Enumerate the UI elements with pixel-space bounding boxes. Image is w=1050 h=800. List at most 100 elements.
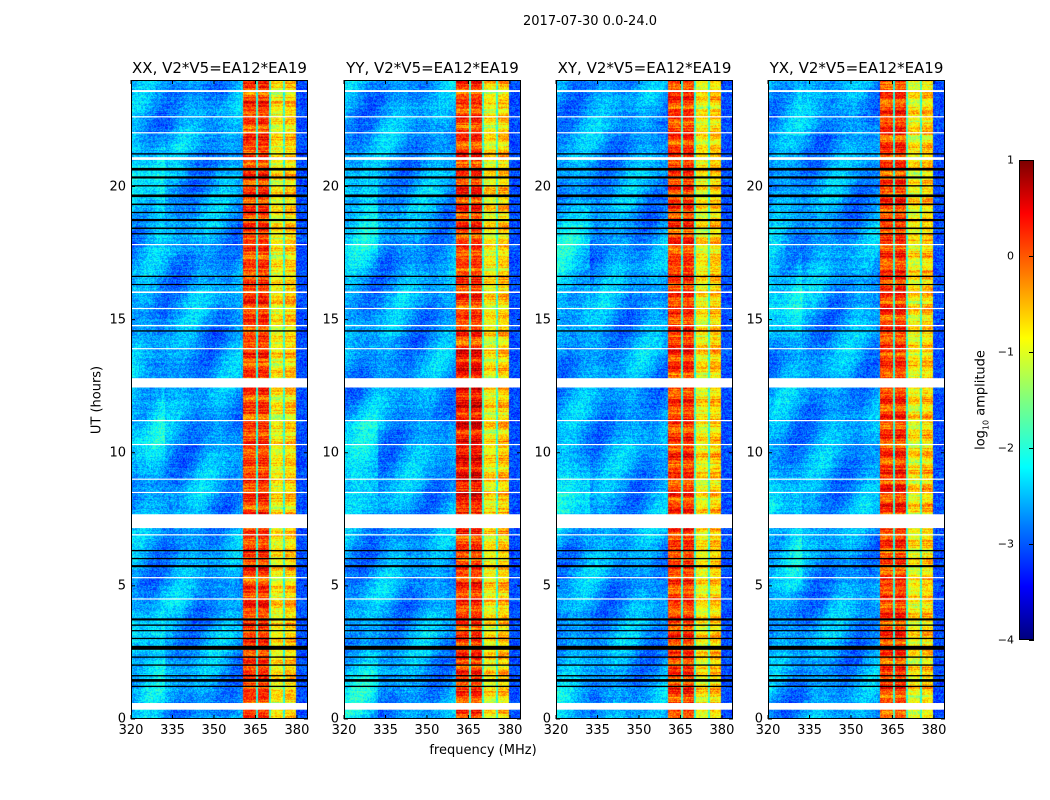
x-tick-label: 350 — [838, 723, 864, 738]
y-tick-label: 15 — [746, 312, 763, 328]
flagged-row-white — [344, 514, 521, 529]
colorbar-tick-label: 1 — [1007, 153, 1014, 167]
flagged-row-black — [556, 664, 733, 666]
flagged-row-white — [131, 598, 308, 600]
flagged-row-black — [131, 275, 308, 278]
y-tick-label: 0 — [117, 711, 126, 727]
heatmap-panel — [130, 80, 308, 720]
flagged-row-white — [131, 132, 308, 134]
flagged-row-black — [768, 194, 945, 198]
flagged-row-black — [768, 218, 945, 222]
heatmap-panel — [767, 80, 945, 720]
colorbar-tick — [1029, 448, 1034, 449]
x-tick-label: 335 — [373, 723, 398, 738]
flagged-row-white — [556, 598, 733, 600]
colorbar-tick — [1029, 256, 1034, 257]
panel-axes — [130, 80, 308, 720]
heatmap-panel — [555, 80, 733, 720]
flagged-row-black — [344, 153, 521, 155]
y-tick-label: 10 — [109, 445, 126, 461]
flagged-row-black — [131, 233, 308, 235]
flagged-row-black — [131, 185, 308, 187]
flagged-row-white — [556, 420, 733, 422]
flagged-row-white — [768, 703, 945, 710]
flagged-row-black — [131, 679, 308, 682]
flagged-row-black — [344, 565, 521, 568]
x-tick-label: 350 — [626, 723, 652, 738]
flagged-row-white — [768, 244, 945, 246]
flagged-row-white — [768, 420, 945, 422]
flagged-row-white — [556, 703, 733, 710]
y-tick-label: 10 — [746, 445, 763, 461]
y-tick-label: 5 — [330, 578, 339, 594]
flagged-row-white — [344, 132, 521, 134]
flagged-row-black — [344, 645, 521, 650]
flagged-row-white — [344, 598, 521, 600]
flagged-row-black — [768, 283, 945, 286]
flagged-row-white — [556, 324, 733, 327]
flagged-row-white — [344, 420, 521, 422]
y-tick-label: 20 — [322, 179, 339, 194]
flagged-row-white — [344, 443, 521, 446]
x-tick-label: 335 — [797, 723, 822, 738]
flagged-row-white — [768, 324, 945, 327]
flagged-row-black — [556, 233, 733, 235]
flagged-row-black — [131, 685, 308, 688]
flagged-row-black — [768, 664, 945, 666]
colorbar-tick — [1029, 640, 1034, 641]
panel-axes — [343, 80, 521, 720]
flagged-row-black — [344, 330, 521, 332]
flagged-row-black — [768, 645, 945, 650]
flagged-row-black — [768, 675, 945, 677]
flagged-row-black — [768, 153, 945, 155]
flagged-row-black — [131, 664, 308, 666]
flagged-row-white — [344, 291, 521, 293]
flagged-row-white — [344, 307, 521, 310]
y-tick-label: 15 — [534, 312, 551, 328]
x-tick-label: 320 — [331, 723, 357, 738]
flagged-row-white — [768, 307, 945, 310]
flagged-row-black — [556, 330, 733, 332]
colorbar-tick-label: 0 — [1007, 249, 1014, 263]
flagged-row-black — [344, 557, 521, 560]
flagged-row-black — [344, 679, 521, 682]
flagged-row-black — [131, 176, 308, 179]
flagged-row-black — [344, 624, 521, 626]
flagged-row-white — [344, 491, 521, 494]
colorbar-tick-label: −4 — [997, 633, 1014, 647]
flagged-row-black — [556, 194, 733, 198]
flagged-row-black — [768, 656, 945, 658]
flagged-row-black — [768, 176, 945, 179]
flagged-row-white — [131, 534, 308, 536]
flagged-row-black — [768, 203, 945, 206]
panel-title: YX, V2*V5=EA12*EA19 — [769, 59, 944, 77]
flagged-row-white — [131, 157, 308, 160]
flagged-row-black — [556, 167, 733, 171]
colorbar-tick-label: −1 — [997, 345, 1014, 359]
colorbar-label: log10 amplitude — [974, 350, 991, 450]
flagged-row-black — [344, 549, 521, 552]
flagged-row-white — [768, 291, 945, 293]
flagged-row-black — [131, 153, 308, 155]
x-axis-label: frequency (MHz) — [429, 743, 537, 758]
x-tick-label: 335 — [160, 723, 185, 738]
flagged-row-black — [768, 233, 945, 235]
y-tick-label: 0 — [754, 711, 763, 727]
flagged-row-white — [131, 514, 308, 529]
flagged-row-black — [768, 679, 945, 682]
panel-axes — [767, 80, 945, 720]
flagged-row-black — [131, 645, 308, 650]
flagged-row-white — [131, 348, 308, 350]
flagged-row-white — [556, 443, 733, 446]
flagged-row-white — [131, 116, 308, 118]
flagged-row-black — [556, 211, 733, 214]
flagged-row-black — [131, 330, 308, 332]
colorbar-label-suffix: amplitude — [973, 350, 989, 420]
flagged-row-black — [344, 656, 521, 658]
flagged-row-black — [556, 656, 733, 658]
flagged-row-white — [556, 378, 733, 388]
flagged-row-black — [768, 565, 945, 568]
flagged-row-white — [556, 534, 733, 536]
flagged-row-white — [344, 577, 521, 579]
flagged-row-black — [556, 618, 733, 621]
